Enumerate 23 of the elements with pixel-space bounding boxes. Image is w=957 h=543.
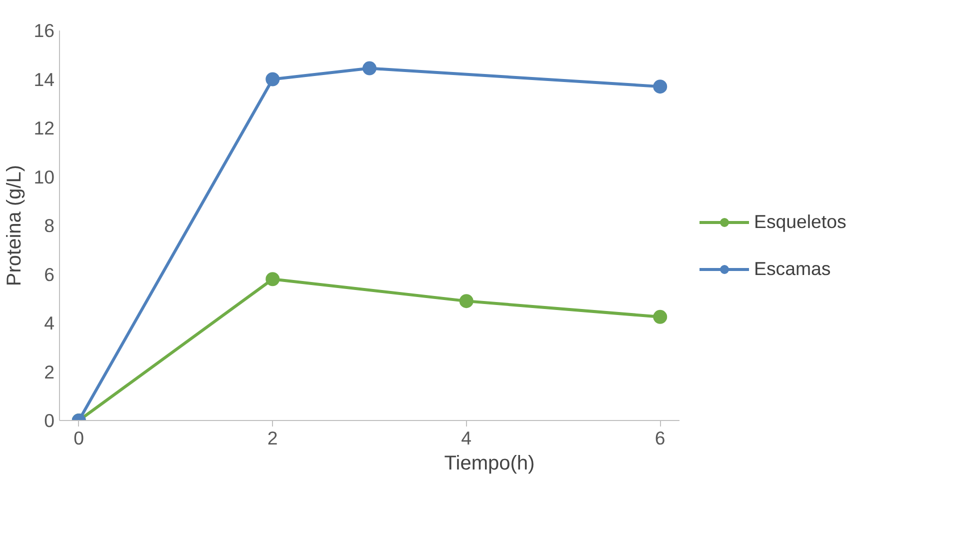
point (266, 272, 280, 286)
legend-label: Escamas (754, 258, 831, 280)
y-tick-label: 6 (44, 264, 55, 285)
x-tick-label: 2 (267, 428, 278, 448)
y-tick-label: 2 (44, 361, 55, 382)
y-tick-label: 8 (44, 215, 55, 236)
y-tick-label: 10 (34, 166, 55, 188)
point (459, 294, 474, 308)
y-tick-label: 16 (34, 20, 55, 41)
y-axis-title: Proteina (g/L) (4, 164, 26, 286)
x-axis-title: Tiempo(h) (444, 452, 535, 474)
x-tick-label: 4 (461, 428, 472, 448)
y-tick-label: 4 (44, 312, 55, 334)
x-tick-label: 0 (74, 428, 84, 448)
legend-label: Esqueletos (754, 211, 846, 233)
y-tick-label: 0 (44, 410, 55, 431)
y-tick-label: 14 (34, 68, 55, 90)
point (653, 80, 668, 94)
y-tick-label: 12 (34, 118, 55, 138)
point (362, 61, 376, 76)
x-tick-label: 6 (654, 428, 666, 448)
point (266, 72, 280, 86)
point (653, 310, 668, 324)
